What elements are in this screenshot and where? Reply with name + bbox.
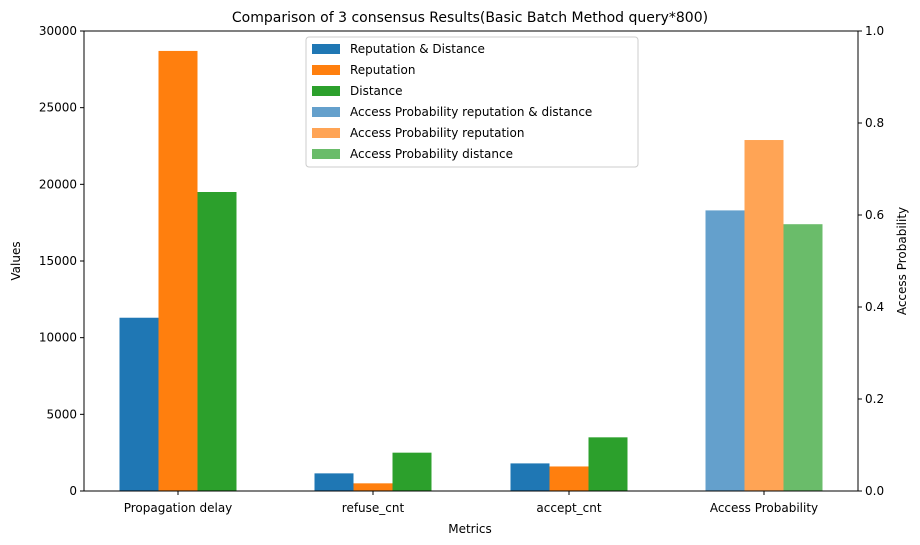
y-tick-label: 20000: [39, 177, 77, 191]
y2-tick-label: 0.4: [865, 300, 884, 314]
y-tick-label: 5000: [46, 407, 77, 421]
legend-swatch: [312, 128, 340, 138]
bar: [588, 437, 628, 491]
y2-tick-label: 0.8: [865, 116, 884, 130]
legend-swatch: [312, 44, 340, 54]
y-tick-label: 15000: [39, 254, 77, 268]
x-axis-label: Metrics: [448, 522, 492, 536]
legend-swatch: [312, 86, 340, 96]
bar: [705, 210, 745, 491]
legend-label: Distance: [350, 84, 402, 98]
legend-box: [305, 36, 639, 168]
bar: [314, 473, 354, 491]
y2-tick-label: 0.2: [865, 392, 884, 406]
y2-tick-label: 0.6: [865, 208, 884, 222]
legend-label: Access Probability distance: [350, 147, 513, 161]
x-tick-label: Propagation delay: [124, 501, 233, 515]
legend-label: Access Probability reputation & distance: [350, 105, 592, 119]
y-tick-label: 0: [69, 484, 77, 498]
chart-title: Comparison of 3 consensus Results(Basic …: [232, 10, 708, 26]
bar: [392, 452, 432, 491]
y-tick-label: 30000: [39, 24, 77, 38]
legend: Reputation & Distance Reputation Distance A…: [305, 36, 639, 168]
y2-tick-label: 0.0: [865, 484, 884, 498]
y-tick-label: 25000: [39, 101, 77, 115]
bar: [119, 317, 159, 491]
legend-label: Reputation & Distance: [350, 42, 485, 56]
bar: [510, 463, 550, 491]
legend-label: Reputation: [350, 63, 415, 77]
bar: [549, 466, 589, 491]
y2-tick-label: 1.0: [865, 24, 884, 38]
legend-label: Access Probability reputation: [350, 126, 524, 140]
y-tick-label: 10000: [39, 331, 77, 345]
x-tick-label: Access Probability: [710, 501, 818, 515]
axes-layer: 0 5000 10000 15000 20000 25000 30000 0.0 0.2 0.4 0…: [39, 24, 884, 515]
x-tick-label: accept_cnt: [536, 501, 601, 515]
y2-axis-label: Access Probability: [895, 207, 909, 315]
x-tick-label: refuse_cnt: [342, 501, 405, 515]
bar: [353, 483, 393, 491]
legend-swatch: [312, 65, 340, 75]
bar: [158, 50, 198, 491]
bar: [744, 140, 784, 491]
legend-swatch: [312, 107, 340, 117]
bars-layer: [119, 50, 823, 491]
y-axis-label: Values: [9, 241, 23, 280]
bar: [783, 224, 823, 491]
bar: [197, 192, 237, 491]
legend-swatch: [312, 149, 340, 159]
